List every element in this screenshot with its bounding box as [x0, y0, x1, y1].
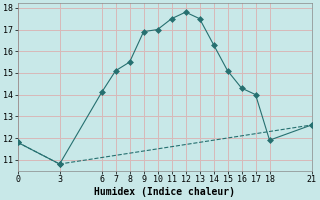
X-axis label: Humidex (Indice chaleur): Humidex (Indice chaleur) [94, 186, 235, 197]
